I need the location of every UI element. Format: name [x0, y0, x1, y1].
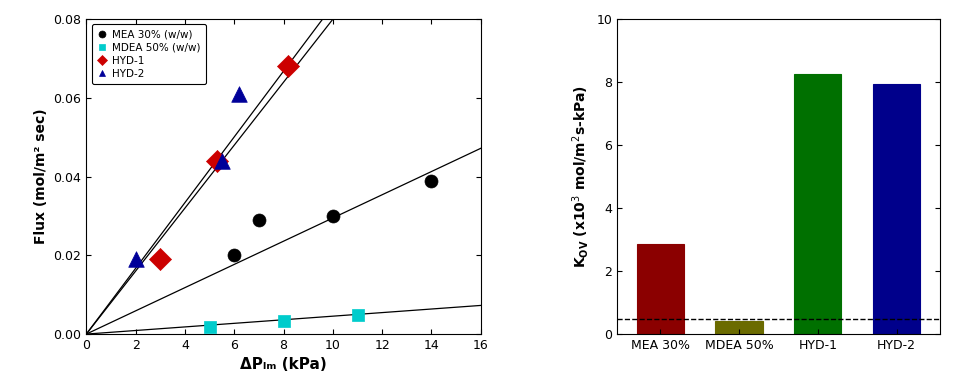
Point [325, 213, 340, 219]
Point [350, 312, 365, 318]
Point [276, 318, 292, 324]
Point [424, 177, 439, 184]
Point [152, 256, 168, 262]
Bar [637, 244, 684, 334]
Point [226, 252, 242, 258]
Bar [873, 84, 920, 334]
Y-axis label: Flux (mol/m² sec): Flux (mol/m² sec) [34, 109, 48, 245]
Point [251, 217, 267, 223]
Point [214, 158, 229, 164]
Point [209, 158, 224, 164]
Point [231, 91, 246, 97]
Point [281, 63, 296, 70]
Y-axis label: K$_\mathregular{OV}$ (x10$^3$ mol/m$^2$s-kPa): K$_\mathregular{OV}$ (x10$^3$ mol/m$^2$s… [570, 85, 591, 268]
Point [128, 256, 143, 262]
Bar [715, 321, 762, 334]
Bar [794, 74, 841, 334]
Point [202, 324, 218, 331]
X-axis label: ΔPₗₘ (kPa): ΔPₗₘ (kPa) [240, 358, 327, 372]
Legend: MEA 30% (w/w), MDEA 50% (w/w), HYD-1, HYD-2: MEA 30% (w/w), MDEA 50% (w/w), HYD-1, HY… [91, 25, 206, 84]
